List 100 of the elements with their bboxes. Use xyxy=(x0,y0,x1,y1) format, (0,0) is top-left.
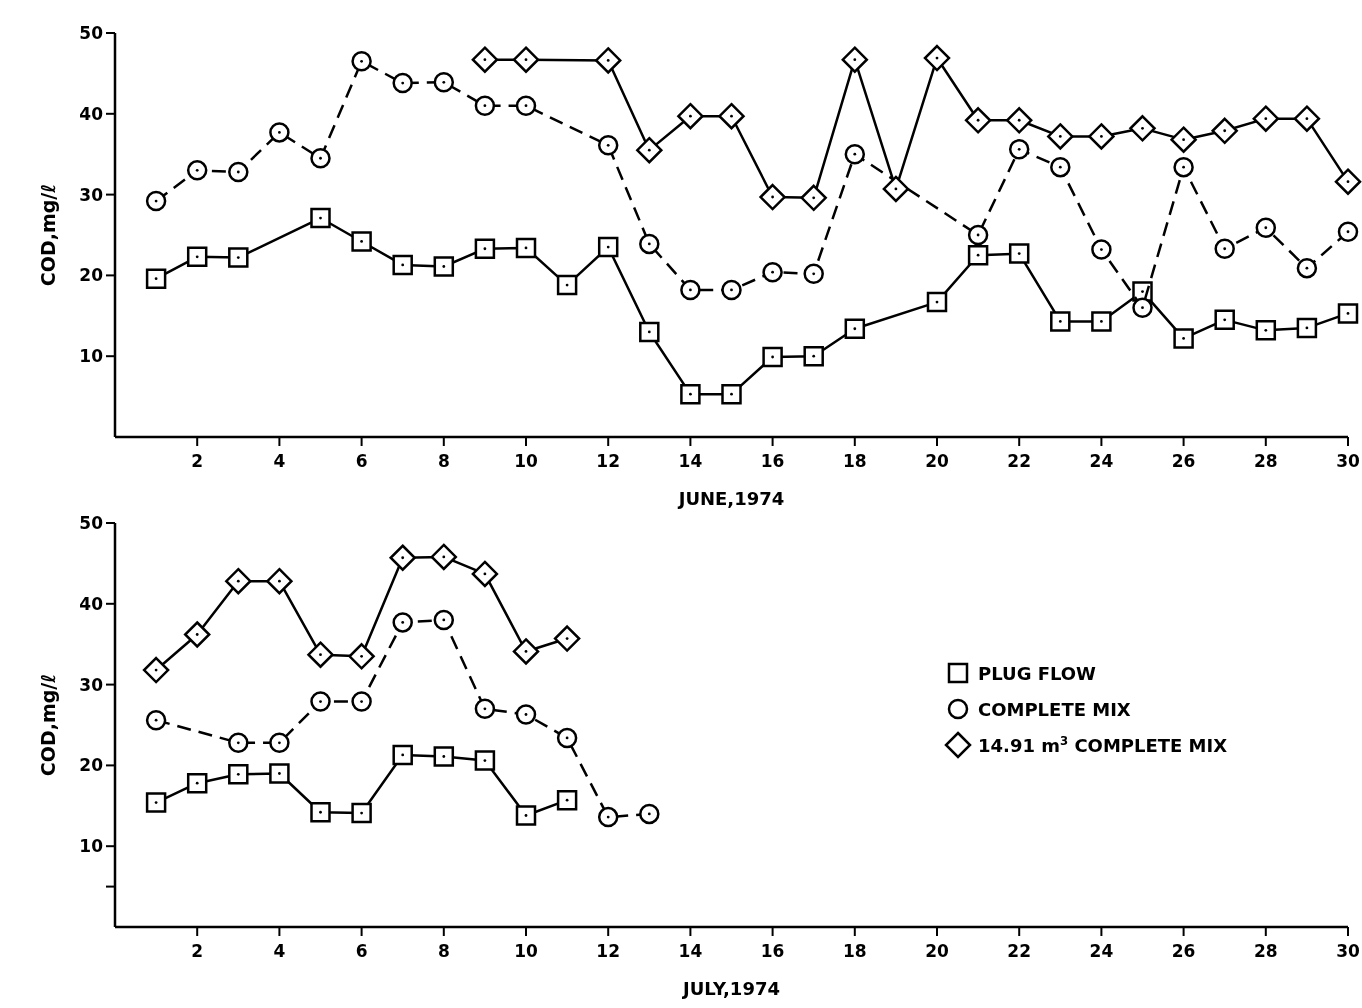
point xyxy=(392,72,413,94)
x-tick-label: 20 xyxy=(925,451,949,471)
point xyxy=(351,691,372,712)
point xyxy=(556,274,578,296)
point xyxy=(186,160,208,181)
point xyxy=(964,107,992,134)
point xyxy=(145,190,167,212)
point xyxy=(762,346,783,368)
point xyxy=(844,143,866,165)
point xyxy=(228,732,249,754)
point xyxy=(310,691,331,712)
point xyxy=(389,544,416,571)
point xyxy=(639,803,660,825)
x-tick-label: 26 xyxy=(1171,451,1196,471)
point xyxy=(392,612,413,633)
x-tick-label: 24 xyxy=(1089,941,1114,961)
legend-label: PLUG FLOW xyxy=(978,663,1097,684)
point xyxy=(1008,139,1030,160)
point xyxy=(926,291,948,313)
point xyxy=(1050,156,1071,178)
x-tick-label: 2 xyxy=(191,451,204,471)
x-tick-label: 2 xyxy=(191,941,204,961)
point xyxy=(1337,303,1359,324)
point xyxy=(515,237,537,259)
point xyxy=(186,772,208,794)
point xyxy=(967,224,989,246)
x-tick-label: 6 xyxy=(355,451,368,471)
x-tick-label: 24 xyxy=(1089,451,1114,471)
y-tick-label: 30 xyxy=(79,674,104,695)
point xyxy=(1091,239,1112,260)
point xyxy=(269,732,290,754)
point xyxy=(392,254,413,276)
point xyxy=(474,750,496,771)
point xyxy=(680,279,701,301)
x-tick-label: 14 xyxy=(678,451,703,471)
x-tick-label: 30 xyxy=(1336,451,1360,471)
point xyxy=(553,625,581,652)
point xyxy=(639,321,660,343)
point xyxy=(759,183,786,211)
point xyxy=(512,46,540,73)
point xyxy=(474,698,496,720)
point xyxy=(1173,156,1194,178)
y-tick-label: 40 xyxy=(79,103,104,124)
point xyxy=(269,763,290,784)
y-tick-label: 40 xyxy=(79,593,104,614)
point xyxy=(145,268,167,289)
x-tick-label: 8 xyxy=(437,941,450,961)
point xyxy=(1050,311,1071,332)
point xyxy=(515,95,537,116)
point xyxy=(307,641,334,668)
point xyxy=(882,175,910,203)
point xyxy=(1296,317,1318,339)
point xyxy=(1008,243,1030,264)
point xyxy=(142,656,170,684)
x-tick-label: 18 xyxy=(842,941,867,961)
point xyxy=(1088,123,1115,150)
x-tick-label: 10 xyxy=(514,941,538,961)
point xyxy=(515,704,537,725)
x-tick-label: 22 xyxy=(1007,941,1032,961)
point xyxy=(433,746,455,767)
point xyxy=(1293,105,1321,132)
x-tick-label: 28 xyxy=(1253,451,1278,471)
x-tick-label: 20 xyxy=(925,941,949,961)
point xyxy=(1334,168,1362,195)
x-tick-label: 12 xyxy=(596,941,621,961)
point xyxy=(803,345,824,367)
point xyxy=(1337,221,1359,242)
point xyxy=(1091,311,1112,332)
point xyxy=(228,764,249,785)
y-axis-title: COD,mg/ℓ xyxy=(37,673,59,777)
point xyxy=(923,44,951,72)
point xyxy=(1211,117,1238,145)
x-tick-label: 30 xyxy=(1336,941,1360,961)
point xyxy=(1173,328,1194,349)
x-tick-label: 12 xyxy=(596,451,621,471)
point xyxy=(721,383,742,405)
point xyxy=(310,207,331,229)
point xyxy=(721,279,742,301)
point xyxy=(471,560,499,588)
point xyxy=(800,184,827,212)
point xyxy=(430,543,458,571)
point xyxy=(1255,217,1277,238)
x-tick-label: 10 xyxy=(514,451,538,471)
x-axis-title: JULY,1974 xyxy=(681,978,780,999)
point xyxy=(680,383,701,405)
point xyxy=(1252,105,1280,132)
legend-label: 14.91 m$^{3}$ COMPLETE MIX xyxy=(978,734,1228,756)
point xyxy=(471,46,499,73)
x-tick-label: 6 xyxy=(355,941,368,961)
point xyxy=(351,51,372,72)
point xyxy=(433,72,455,93)
point xyxy=(594,47,622,74)
point xyxy=(515,805,537,826)
point xyxy=(636,136,663,164)
x-axis-title: JUNE,1974 xyxy=(676,488,785,509)
point xyxy=(310,148,331,169)
point xyxy=(1047,123,1074,150)
x-tick-label: 16 xyxy=(760,941,785,961)
point xyxy=(844,318,866,339)
point xyxy=(1005,107,1033,134)
